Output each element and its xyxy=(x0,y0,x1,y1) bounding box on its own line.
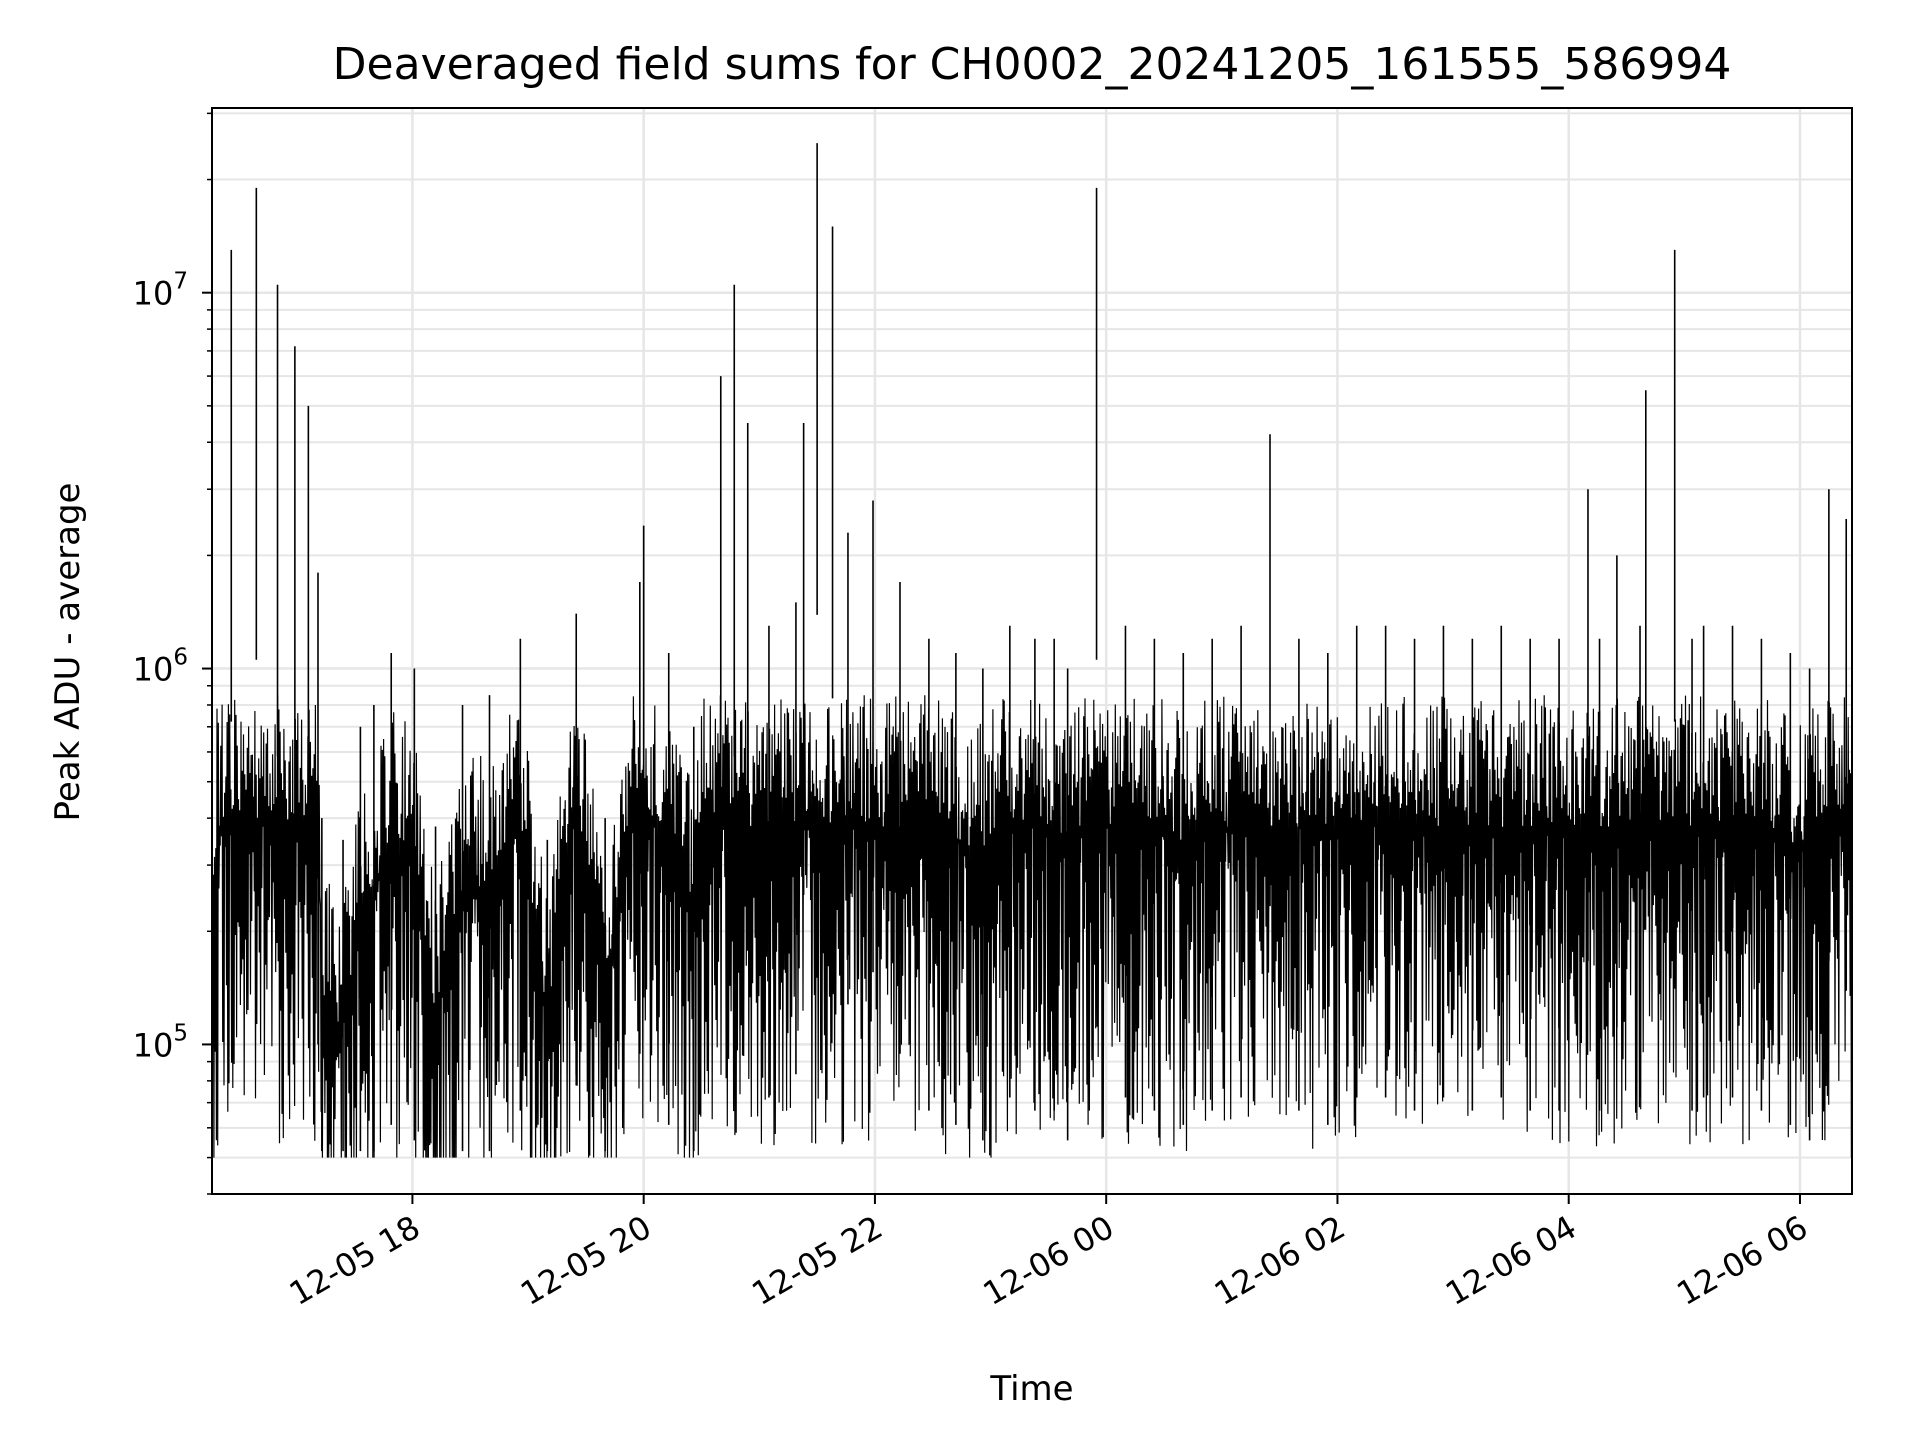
y-tick-label: 107 xyxy=(133,269,188,313)
series-layer xyxy=(211,143,1853,1158)
x-axis-label: Time xyxy=(989,1369,1073,1409)
grid xyxy=(212,108,1852,1195)
y-tick-label: 106 xyxy=(133,645,188,689)
y-tick-label: 105 xyxy=(133,1020,188,1064)
plot-area xyxy=(211,107,1853,1195)
chart-title: Deaveraged field sums for CH0002_2024120… xyxy=(333,39,1732,90)
series-line xyxy=(211,695,1853,1158)
y-axis-label: Peak ADU - average xyxy=(48,483,88,822)
